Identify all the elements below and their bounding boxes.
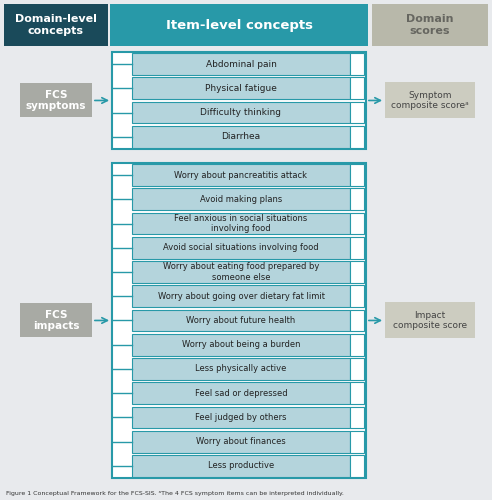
Bar: [385, 82, 475, 118]
Bar: [132, 406, 350, 428]
Bar: [385, 302, 475, 338]
Text: Domain-level
concepts: Domain-level concepts: [15, 14, 97, 36]
Bar: [350, 102, 364, 124]
Bar: [132, 286, 350, 307]
Text: Avoid making plans: Avoid making plans: [200, 195, 282, 204]
Text: Figure 1 Conceptual Framework for the FCS-SIS. ᵃThe 4 FCS symptom items can be i: Figure 1 Conceptual Framework for the FC…: [6, 491, 344, 496]
Bar: [372, 4, 488, 46]
Bar: [350, 212, 364, 234]
Text: Avoid social situations involving food: Avoid social situations involving food: [163, 244, 319, 252]
Bar: [132, 102, 350, 124]
Text: FCS
impacts: FCS impacts: [33, 310, 79, 332]
Bar: [132, 237, 350, 258]
Bar: [132, 431, 350, 452]
Text: Worry about going over dietary fat limit: Worry about going over dietary fat limit: [157, 292, 325, 300]
Bar: [112, 163, 366, 478]
Text: Worry about finances: Worry about finances: [196, 437, 286, 446]
Bar: [132, 310, 350, 332]
Bar: [132, 261, 350, 283]
Text: Feel anxious in social situations
involving food: Feel anxious in social situations involv…: [174, 214, 308, 233]
Bar: [350, 455, 364, 477]
Bar: [132, 334, 350, 355]
Bar: [112, 52, 366, 149]
Bar: [110, 4, 368, 46]
Bar: [20, 304, 92, 338]
Bar: [350, 406, 364, 428]
Text: Worry about future health: Worry about future health: [186, 316, 296, 325]
Text: Less productive: Less productive: [208, 462, 274, 470]
Bar: [350, 53, 364, 75]
Bar: [350, 286, 364, 307]
Bar: [350, 237, 364, 258]
Bar: [132, 126, 350, 148]
Bar: [350, 261, 364, 283]
Text: Item-level concepts: Item-level concepts: [165, 18, 312, 32]
Text: Diarrhea: Diarrhea: [221, 132, 261, 141]
Bar: [350, 431, 364, 452]
Text: Feel judged by others: Feel judged by others: [195, 413, 287, 422]
Bar: [132, 53, 350, 75]
Text: Abdominal pain: Abdominal pain: [206, 60, 277, 68]
Text: Worry about eating food prepared by
someone else: Worry about eating food prepared by some…: [163, 262, 319, 281]
Bar: [4, 4, 108, 46]
Text: Worry about pancreatitis attack: Worry about pancreatitis attack: [175, 170, 308, 179]
Bar: [350, 78, 364, 99]
Bar: [350, 164, 364, 186]
Text: FCS
symptoms: FCS symptoms: [26, 90, 86, 112]
Text: Less physically active: Less physically active: [195, 364, 287, 374]
Text: Physical fatigue: Physical fatigue: [205, 84, 277, 93]
Bar: [132, 188, 350, 210]
Bar: [350, 310, 364, 332]
Text: Impact
composite score: Impact composite score: [393, 311, 467, 330]
Bar: [132, 164, 350, 186]
Bar: [20, 84, 92, 117]
Bar: [132, 212, 350, 234]
Bar: [350, 382, 364, 404]
Text: Feel sad or depressed: Feel sad or depressed: [195, 388, 287, 398]
Bar: [350, 126, 364, 148]
Text: Worry about being a burden: Worry about being a burden: [182, 340, 300, 349]
Bar: [132, 455, 350, 477]
Bar: [350, 358, 364, 380]
Bar: [350, 188, 364, 210]
Bar: [132, 382, 350, 404]
Text: Domain
scores: Domain scores: [406, 14, 454, 36]
Bar: [132, 358, 350, 380]
Text: Symptom
composite scoreᵃ: Symptom composite scoreᵃ: [391, 91, 469, 110]
Text: Difficulty thinking: Difficulty thinking: [201, 108, 281, 117]
Bar: [350, 334, 364, 355]
Bar: [132, 78, 350, 99]
